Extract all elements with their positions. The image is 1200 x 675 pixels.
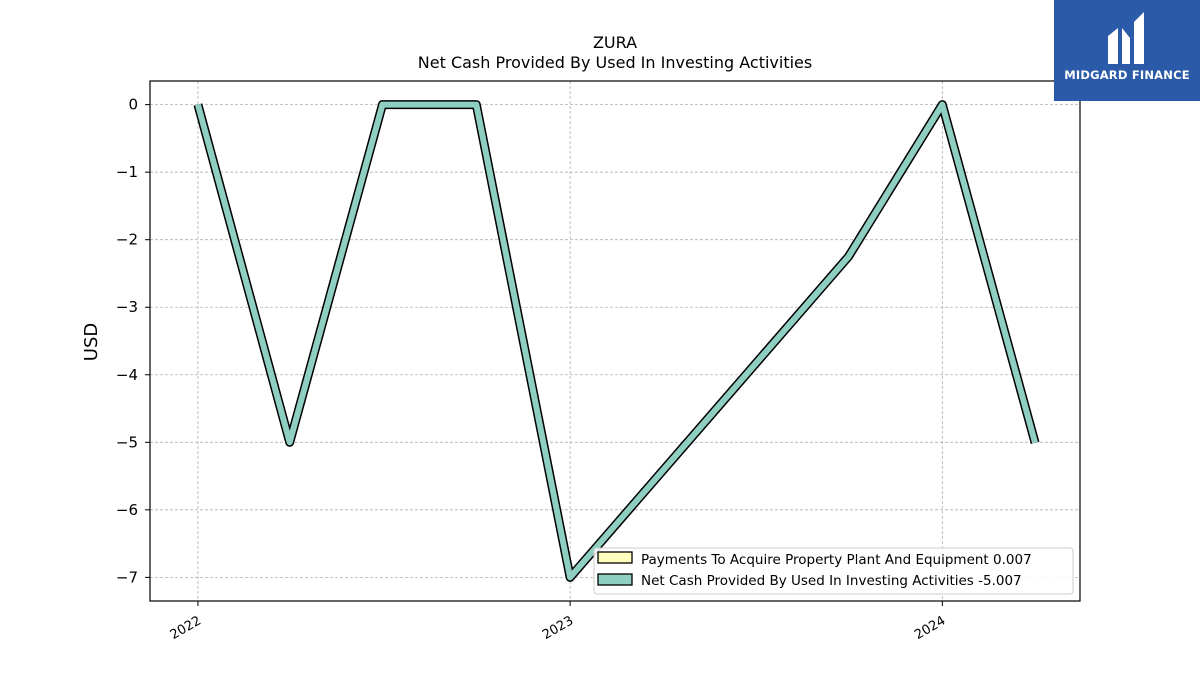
- x-tick-label: 2023: [540, 613, 576, 643]
- y-tick-label: −6: [116, 501, 138, 519]
- x-tick-label: 2024: [912, 613, 948, 643]
- grid-lines: [150, 81, 1080, 601]
- y-tick-label: 0: [128, 96, 138, 114]
- y-tick-label: −2: [116, 231, 138, 249]
- legend-swatch-payments: [597, 551, 633, 564]
- legend-swatch-net-cash: [597, 573, 633, 586]
- midgard-finance-logo: MIDGARD FINANCE: [1054, 0, 1200, 101]
- y-axis-ticks: 0 −1 −2 −3 −4 −5 −6 −7: [116, 96, 150, 586]
- legend-label-payments: Payments To Acquire Property Plant And E…: [641, 552, 1032, 568]
- y-axis-label: USD: [81, 323, 102, 361]
- y-tick-label: −1: [116, 163, 138, 181]
- chart-title: ZURA: [593, 33, 637, 52]
- x-axis-ticks: 2022 2023 2024: [168, 601, 948, 643]
- legend-label-net-cash: Net Cash Provided By Used In Investing A…: [641, 573, 1022, 589]
- y-tick-label: −5: [116, 433, 138, 451]
- y-tick-label: −3: [116, 298, 138, 316]
- series-line-net-cash: [195, 101, 1038, 581]
- x-tick-label: 2022: [168, 613, 204, 643]
- logo-mark-icon: [1108, 12, 1144, 64]
- y-tick-label: −7: [116, 568, 138, 586]
- series-layer: [193, 100, 1040, 582]
- chart-subtitle: Net Cash Provided By Used In Investing A…: [418, 53, 812, 72]
- plot-frame: [149, 80, 1081, 602]
- legend: Payments To Acquire Property Plant And E…: [593, 547, 1074, 595]
- series-line-outline: [193, 100, 1040, 582]
- y-tick-label: −4: [116, 366, 138, 384]
- logo-text: MIDGARD FINANCE: [1064, 68, 1190, 82]
- legend-box: [593, 547, 1074, 595]
